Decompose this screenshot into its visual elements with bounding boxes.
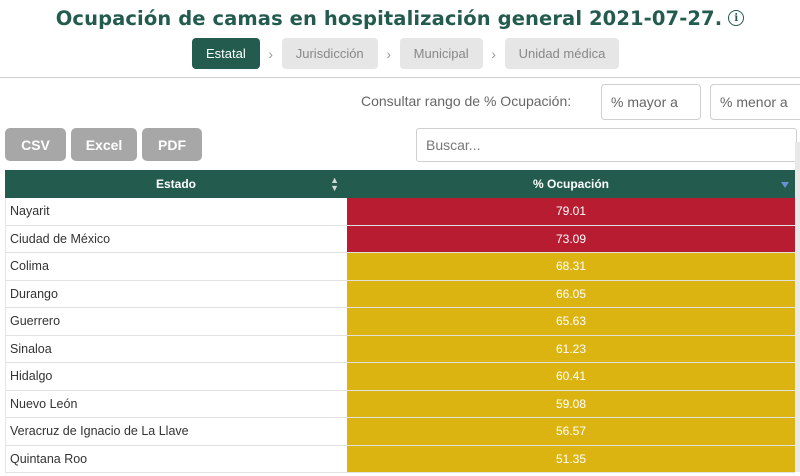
cell-estado: Durango [5, 280, 347, 307]
tab-estatal[interactable]: Estatal [192, 38, 260, 69]
export-buttons: CSV Excel PDF [5, 128, 207, 161]
tab-jurisdiccion[interactable]: Jurisdicción [281, 38, 378, 69]
cell-ocupacion: 68.31 [347, 253, 795, 280]
column-header-estado[interactable]: Estado ▲ ▼ [5, 170, 347, 198]
table-row[interactable]: Durango 66.05 [5, 280, 795, 308]
table-row[interactable]: Sinaloa 61.23 [5, 335, 795, 363]
cell-ocupacion: 66.05 [347, 280, 795, 307]
table-row[interactable]: Veracruz de Ignacio de La Llave 56.57 [5, 418, 795, 446]
title-row: Ocupación de camas en hospitalización ge… [0, 4, 800, 32]
tab-municipal[interactable]: Municipal [399, 38, 483, 69]
cell-estado: Ciudad de México [5, 225, 347, 252]
sort-descending-icon [781, 182, 789, 188]
cell-estado: Veracruz de Ignacio de La Llave [5, 418, 347, 445]
level-tabs: Estatal › Jurisdicción › Municipal › Uni… [192, 38, 620, 69]
chevron-right-icon: › [491, 45, 496, 62]
pdf-button[interactable]: PDF [142, 128, 202, 161]
scrollbar[interactable] [795, 142, 800, 472]
chevron-right-icon: › [386, 45, 391, 62]
tab-unidad-medica[interactable]: Unidad médica [504, 38, 620, 69]
column-header-ocupacion[interactable]: % Ocupación [347, 170, 795, 198]
table-row[interactable]: Nuevo León 59.08 [5, 390, 795, 418]
cell-ocupacion: 56.57 [347, 418, 795, 445]
table-row[interactable]: Colima 68.31 [5, 253, 795, 281]
table-row[interactable]: Quintana Roo 51.35 [5, 445, 795, 473]
table-body: Nayarit 79.01 Ciudad de México 73.09 Colima 6… [5, 198, 795, 473]
cell-estado: Nuevo León [5, 390, 347, 417]
max-occupancy-input[interactable] [710, 84, 800, 120]
cell-ocupacion: 73.09 [347, 225, 795, 252]
min-occupancy-input[interactable] [601, 84, 701, 120]
table-row[interactable]: Nayarit 79.01 [5, 198, 795, 226]
csv-button[interactable]: CSV [5, 128, 66, 161]
header-divider [0, 77, 800, 78]
occupancy-table: Estado ▲ ▼ % Ocupación Nayarit 79.01 Ciudad… [5, 170, 795, 473]
cell-estado: Nayarit [5, 198, 347, 225]
chevron-right-icon: › [268, 45, 274, 62]
table-row[interactable]: Hidalgo 60.41 [5, 363, 795, 391]
cell-ocupacion: 60.41 [347, 363, 795, 390]
search-input[interactable] [416, 128, 797, 162]
cell-ocupacion: 59.08 [347, 390, 795, 417]
cell-estado: Colima [5, 253, 347, 280]
range-label: Consultar rango de % Ocupación: [361, 93, 572, 109]
table-row[interactable]: Guerrero 65.63 [5, 308, 795, 336]
cell-estado: Sinaloa [5, 335, 347, 362]
cell-ocupacion: 65.63 [347, 308, 795, 335]
sort-icon: ▲ ▼ [330, 175, 339, 193]
range-filter: Consultar rango de % Ocupación: [0, 84, 800, 120]
cell-estado: Hidalgo [5, 363, 347, 390]
cell-ocupacion: 79.01 [347, 198, 795, 225]
cell-estado: Quintana Roo [5, 445, 347, 472]
cell-estado: Guerrero [5, 308, 347, 335]
page-title: Ocupación de camas en hospitalización ge… [55, 6, 723, 30]
table-row[interactable]: Ciudad de México 73.09 [5, 225, 795, 253]
info-icon[interactable]: i [728, 10, 745, 26]
excel-button[interactable]: Excel [71, 128, 137, 161]
cell-ocupacion: 61.23 [347, 335, 795, 362]
column-label: Estado [155, 177, 196, 191]
table-header: Estado ▲ ▼ % Ocupación [5, 170, 795, 198]
column-label: % Ocupación [532, 177, 609, 191]
cell-ocupacion: 51.35 [347, 445, 795, 472]
